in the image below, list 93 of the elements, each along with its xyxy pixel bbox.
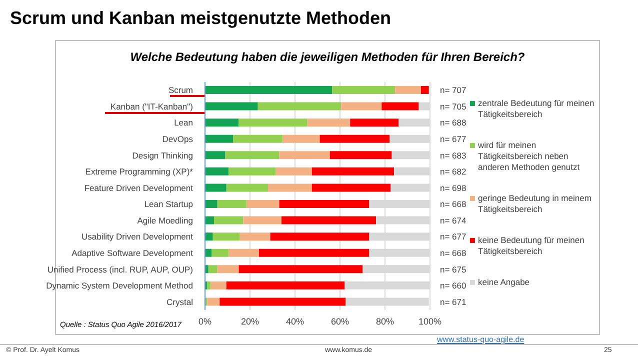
bar bbox=[282, 134, 320, 143]
bar bbox=[279, 151, 330, 160]
chart-subtitle: Welche Bedeutung haben die jeweiligen Methoden für Ihren Bereich? bbox=[129, 50, 526, 64]
bar bbox=[246, 200, 280, 208]
text: n= 682 bbox=[440, 166, 467, 177]
bar bbox=[205, 86, 332, 94]
bar bbox=[217, 265, 239, 274]
bar bbox=[421, 86, 429, 94]
text: n= 683 bbox=[440, 150, 467, 160]
bar bbox=[238, 265, 362, 274]
bar bbox=[226, 281, 344, 290]
bar bbox=[259, 248, 370, 257]
bar bbox=[217, 200, 247, 208]
bar bbox=[205, 232, 213, 241]
y-tick-label: Agile Moedling bbox=[137, 215, 194, 226]
text: n= 671 bbox=[440, 296, 467, 307]
bar bbox=[268, 184, 312, 192]
text: n= 668 bbox=[440, 199, 467, 210]
text: n= 674 bbox=[440, 215, 467, 226]
text: n= 698 bbox=[440, 182, 467, 193]
bar bbox=[330, 151, 392, 160]
bar bbox=[207, 298, 220, 306]
legend-label: keine Angabe bbox=[478, 276, 530, 288]
text: n= 677 bbox=[440, 134, 467, 144]
bar bbox=[212, 248, 229, 257]
bar bbox=[276, 167, 312, 176]
bar bbox=[395, 86, 421, 94]
x-tick-label: 20% bbox=[240, 316, 260, 326]
bar bbox=[205, 102, 258, 110]
bar bbox=[226, 184, 268, 192]
bar bbox=[205, 167, 229, 176]
y-tick-label: Feature Driven Development bbox=[84, 182, 194, 193]
bar bbox=[282, 216, 376, 224]
text: n= 688 bbox=[440, 118, 467, 128]
x-tick-label: 100% bbox=[418, 316, 442, 326]
y-tick-label: Dynamic System Development Method bbox=[46, 280, 194, 291]
bar bbox=[228, 167, 276, 176]
bar bbox=[225, 151, 280, 160]
bar bbox=[341, 102, 382, 110]
bar bbox=[270, 232, 370, 241]
bar bbox=[205, 118, 239, 127]
bar bbox=[205, 200, 218, 208]
bar bbox=[243, 216, 282, 224]
bar bbox=[233, 134, 283, 143]
bar bbox=[205, 151, 226, 160]
legend-label: wird für meinen Tätigkeitsbereich neben anderen Methoden genutzt bbox=[478, 140, 581, 172]
text: n= 677 bbox=[440, 232, 467, 242]
bar bbox=[320, 134, 390, 143]
x-tick-label: 60% bbox=[330, 316, 350, 326]
y-tick-label: Usability Driven Development bbox=[82, 232, 194, 242]
bar bbox=[332, 86, 396, 94]
bar bbox=[312, 184, 391, 192]
bar bbox=[382, 102, 419, 110]
y-tick-label: Scrum bbox=[168, 85, 193, 96]
bar bbox=[205, 134, 234, 143]
legend-label: zentrale Bedeutung für meinen Tätigkeitsbereich bbox=[478, 98, 596, 120]
legend-label: geringe Bedeutung in meinem Tätigkeitsbereich bbox=[478, 192, 592, 214]
text: n= 705 bbox=[440, 101, 467, 112]
y-tick-label: Design Thinking bbox=[132, 150, 194, 160]
y-tick-label: Adaptive Software Development bbox=[72, 248, 194, 258]
text: www.status-quo-agile.de bbox=[437, 335, 524, 344]
x-tick-label: 80% bbox=[376, 316, 394, 326]
bar bbox=[208, 265, 218, 274]
bar bbox=[212, 232, 240, 241]
x-tick-label: 0% bbox=[198, 316, 212, 326]
chart-title: Scrum und Kanban meistgenutzte Methoden bbox=[10, 8, 392, 29]
text: n= 675 bbox=[440, 264, 467, 274]
legend-label: keine Bedeutung für meinen Tätigkeitsbereich bbox=[478, 234, 586, 256]
x-tick-label: 40% bbox=[286, 316, 304, 326]
y-tick-label: Extreme Programming (XP)* bbox=[85, 166, 194, 177]
bar bbox=[220, 298, 346, 306]
text: n= 660 bbox=[440, 280, 467, 291]
bar bbox=[214, 216, 244, 224]
bar bbox=[312, 167, 394, 176]
bar bbox=[205, 184, 226, 192]
bar bbox=[279, 200, 370, 208]
bar bbox=[210, 281, 226, 290]
bar bbox=[205, 216, 214, 224]
y-tick-label: Lean Startup bbox=[144, 199, 194, 210]
bar bbox=[258, 102, 342, 110]
bar bbox=[350, 118, 398, 127]
y-tick-label: Unified Process (incl. RUP, AUP, OUP) bbox=[47, 264, 194, 274]
bar bbox=[228, 248, 259, 257]
bar bbox=[307, 118, 350, 127]
bar bbox=[205, 248, 212, 257]
bar bbox=[238, 118, 308, 127]
y-tick-label: DevOps bbox=[162, 134, 193, 144]
text: n= 707 bbox=[440, 85, 467, 96]
text: n= 668 bbox=[440, 248, 467, 258]
y-tick-label: Lean bbox=[174, 118, 194, 128]
y-tick-label: Kanban ("IT-Kanban") bbox=[110, 101, 194, 112]
y-tick-label: Crystal bbox=[166, 296, 194, 307]
bar bbox=[240, 232, 270, 241]
